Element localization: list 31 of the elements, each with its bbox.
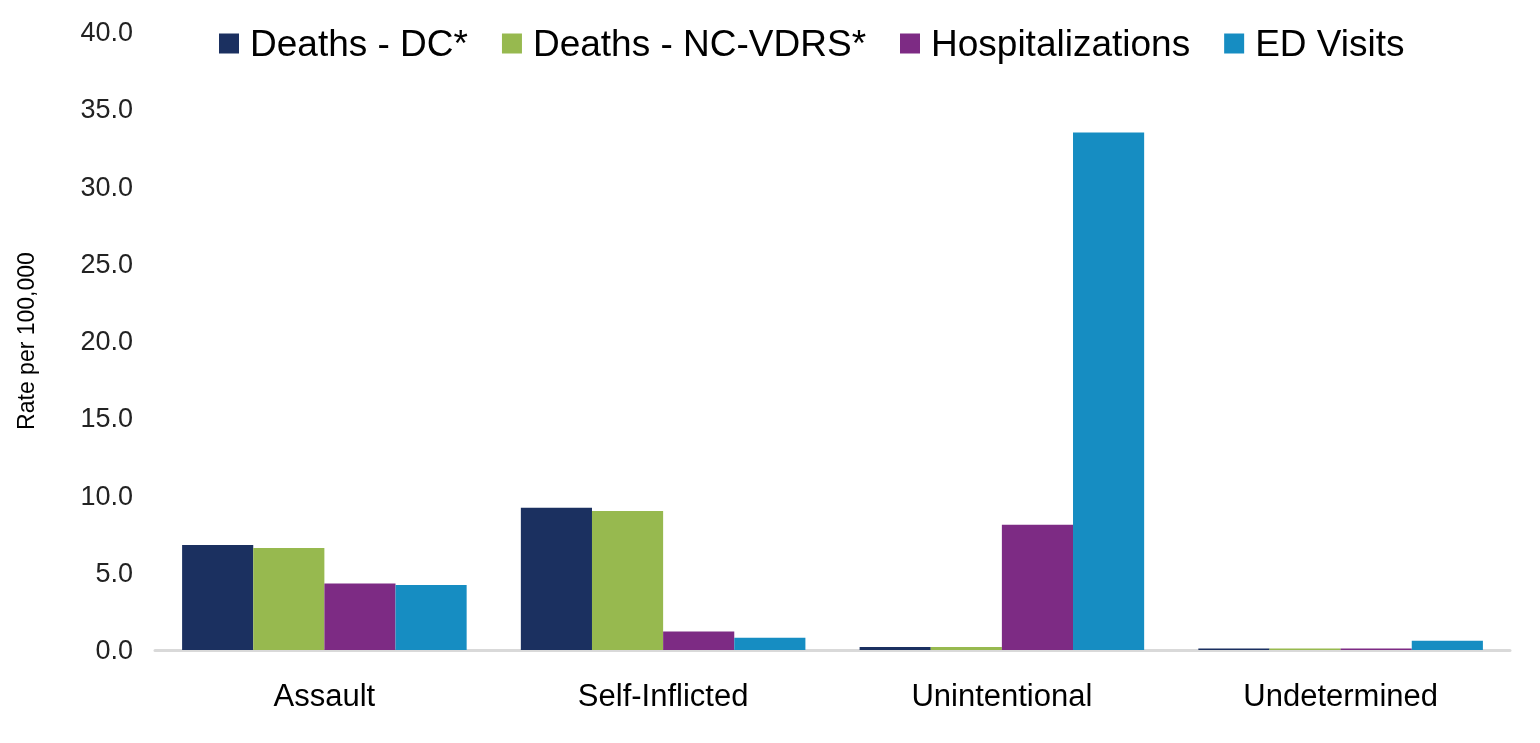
bar (520, 507, 592, 650)
y-tick-label: 15.0 (80, 403, 133, 434)
bar (1073, 132, 1145, 650)
y-tick-label: 25.0 (80, 248, 133, 279)
y-tick-label: 30.0 (80, 171, 133, 202)
bar (591, 510, 664, 650)
y-tick-label: 10.0 (80, 480, 133, 511)
x-tick-label: Self-Inflicted (577, 678, 749, 713)
bar (1001, 524, 1074, 650)
bar (253, 548, 325, 650)
bar (1411, 640, 1483, 650)
x-tick-label: Unintentional (911, 678, 1093, 713)
y-tick-label: 20.0 (80, 326, 133, 356)
bar (663, 631, 735, 650)
bar (859, 646, 931, 650)
bar (395, 585, 467, 650)
x-tick-label: Undetermined (1243, 678, 1438, 713)
bar (182, 544, 254, 650)
bar (930, 646, 1002, 650)
legend-label: Deaths - NC-VDRS* (532, 23, 867, 64)
x-tick-label: Assault (273, 678, 376, 713)
y-tick-label: 5.0 (95, 557, 133, 588)
legend-label: Deaths - DC* (250, 23, 468, 64)
y-tick-label: 35.0 (80, 94, 133, 125)
y-axis-title: Rate per 100,000 (12, 252, 39, 430)
y-tick-label: 40.0 (80, 17, 133, 47)
bar (324, 583, 396, 650)
legend-label: ED Visits (1255, 23, 1405, 64)
y-tick-label: 0.0 (95, 635, 133, 665)
legend-label: Hospitalizations (931, 23, 1191, 64)
bar (734, 637, 806, 650)
